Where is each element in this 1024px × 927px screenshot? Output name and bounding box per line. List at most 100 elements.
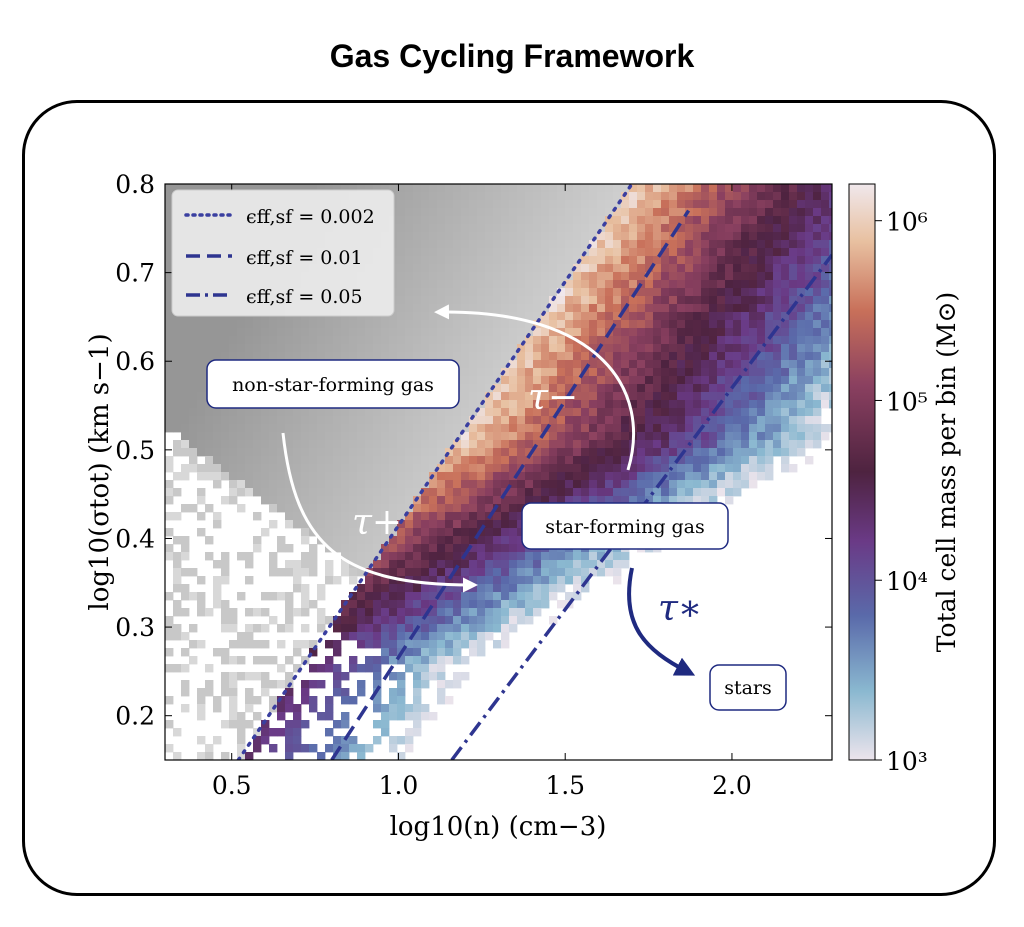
heatmap-cell — [469, 408, 478, 417]
heatmap-cell — [269, 616, 278, 625]
heatmap-cell — [277, 680, 286, 689]
heatmap-cell — [701, 304, 710, 313]
heatmap-cell — [709, 272, 718, 281]
heatmap-cell — [685, 472, 694, 481]
heatmap-cell — [469, 464, 478, 473]
heatmap-cell — [341, 488, 350, 497]
heatmap-cell — [549, 592, 558, 601]
heatmap-cell — [701, 192, 710, 201]
heatmap-cell — [821, 272, 830, 281]
heatmap-cell — [253, 416, 262, 425]
heatmap-cell — [317, 624, 326, 633]
heatmap-cell — [501, 472, 510, 481]
heatmap-cell — [221, 600, 230, 609]
heatmap-cell — [773, 256, 782, 265]
heatmap-cell — [541, 560, 550, 569]
heatmap-cell — [557, 224, 566, 233]
heatmap-cell — [517, 352, 526, 361]
heatmap-cell — [685, 432, 694, 441]
heatmap-cell — [461, 376, 470, 385]
heatmap-cell — [581, 200, 590, 209]
heatmap-cell — [261, 528, 270, 537]
heatmap-cell — [165, 208, 174, 217]
heatmap-cell — [773, 312, 782, 321]
heatmap-cell — [637, 304, 646, 313]
heatmap-cell — [741, 336, 750, 345]
heatmap-cell — [453, 560, 462, 569]
heatmap-cell — [821, 368, 830, 377]
heatmap-cell — [613, 480, 622, 489]
heatmap-cell — [613, 248, 622, 257]
heatmap-cell — [349, 488, 358, 497]
heatmap-cell — [525, 552, 534, 561]
heatmap-cell — [821, 384, 830, 393]
heatmap-cell — [285, 616, 294, 625]
heatmap-cell — [325, 184, 334, 193]
heatmap-cell — [525, 472, 534, 481]
heatmap-cell — [565, 408, 574, 417]
heatmap-cell — [389, 184, 398, 193]
heatmap-cell — [469, 504, 478, 513]
heatmap-cell — [565, 184, 574, 193]
heatmap-cell — [629, 384, 638, 393]
heatmap-cell — [829, 424, 832, 433]
heatmap-cell — [317, 496, 326, 505]
heatmap-cell — [501, 560, 510, 569]
heatmap-cell — [237, 752, 246, 760]
heatmap-cell — [581, 472, 590, 481]
heatmap-cell — [525, 376, 534, 385]
heatmap-cell — [269, 328, 278, 337]
heatmap-cell — [397, 672, 406, 681]
heatmap-cell — [469, 416, 478, 425]
heatmap-cell — [533, 448, 542, 457]
heatmap-cell — [725, 376, 734, 385]
heatmap-cell — [509, 248, 518, 257]
heatmap-cell — [245, 448, 254, 457]
heatmap-cell — [437, 296, 446, 305]
heatmap-cell — [477, 592, 486, 601]
heatmap-cell — [517, 328, 526, 337]
heatmap-cell — [653, 464, 662, 473]
heatmap-cell — [229, 616, 238, 625]
heatmap-cell — [493, 216, 502, 225]
heatmap-cell — [613, 208, 622, 217]
heatmap-cell — [501, 424, 510, 433]
heatmap-cell — [717, 440, 726, 449]
heatmap-cell — [461, 304, 470, 313]
heatmap-cell — [301, 696, 310, 705]
heatmap-cell — [677, 408, 686, 417]
heatmap-cell — [685, 224, 694, 233]
heatmap-cell — [341, 416, 350, 425]
heatmap-cell — [781, 248, 790, 257]
heatmap-cell — [637, 272, 646, 281]
heatmap-cell — [733, 328, 742, 337]
heatmap-cell — [421, 640, 430, 649]
heatmap-cell — [509, 192, 518, 201]
heatmap-cell — [421, 352, 430, 361]
heatmap-cell — [181, 472, 190, 481]
heatmap-cell — [221, 680, 230, 689]
heatmap-cell — [741, 376, 750, 385]
heatmap-cell — [573, 488, 582, 497]
heatmap-cell — [437, 680, 446, 689]
heatmap-cell — [277, 536, 286, 545]
heatmap-cell — [317, 320, 326, 329]
heatmap-cell — [637, 432, 646, 441]
heatmap-cell — [397, 192, 406, 201]
heatmap-cell — [693, 416, 702, 425]
heatmap-cell — [677, 488, 686, 497]
heatmap-cell — [501, 416, 510, 425]
heatmap-cell — [813, 296, 822, 305]
heatmap-cell — [325, 344, 334, 353]
heatmap-cell — [429, 512, 438, 521]
heatmap-cell — [221, 448, 230, 457]
heatmap-cell — [709, 248, 718, 257]
heatmap-cell — [525, 616, 534, 625]
heatmap-cell — [557, 304, 566, 313]
heatmap-cell — [637, 344, 646, 353]
heatmap-cell — [317, 456, 326, 465]
heatmap-cell — [341, 472, 350, 481]
heatmap-cell — [533, 360, 542, 369]
heatmap-cell — [453, 328, 462, 337]
heatmap-cell — [277, 480, 286, 489]
